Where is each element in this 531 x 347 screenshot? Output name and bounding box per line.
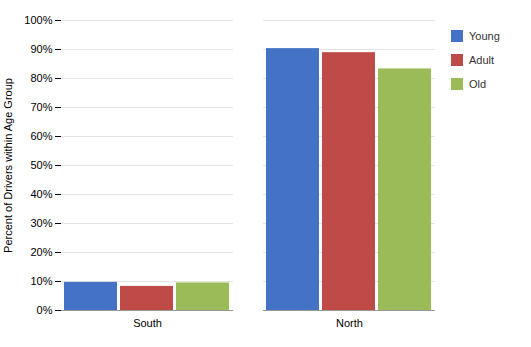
svg-text:40%: 40%	[30, 188, 52, 200]
svg-text:20%: 20%	[30, 246, 52, 258]
html-text:Adult: Adult	[469, 54, 495, 66]
svg-text:30%: 30%	[30, 217, 52, 229]
svg-text:60%: 60%	[30, 130, 52, 142]
html-text:Old: Old	[469, 78, 487, 90]
svg-text:50%: 50%	[30, 159, 52, 171]
svg-text:0%: 0%	[37, 304, 53, 316]
html-text:Young: Young	[469, 30, 500, 42]
svg-text:100%: 100%	[24, 14, 52, 26]
svg-text:80%: 80%	[30, 72, 52, 84]
svg-text:70%: 70%	[30, 101, 52, 113]
svg-text:10%: 10%	[30, 275, 52, 287]
svg-text:90%: 90%	[30, 43, 52, 55]
svg-text:Percent of Drivers within Age: Percent of Drivers within Age Group	[2, 78, 14, 253]
svg-text:South: South	[133, 317, 162, 329]
svg-text:North: North	[336, 317, 363, 329]
